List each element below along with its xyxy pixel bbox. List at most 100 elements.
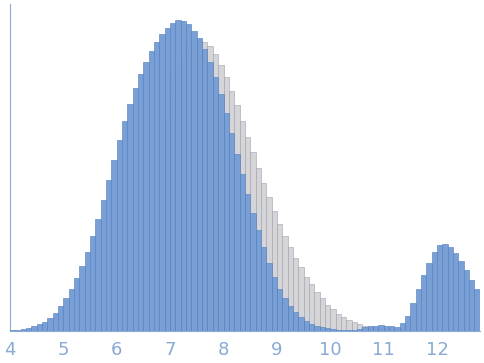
Bar	[234, 105, 240, 331]
Bar	[202, 41, 208, 331]
Bar	[347, 320, 352, 331]
Bar	[240, 174, 245, 331]
Bar	[426, 262, 432, 331]
Bar	[170, 23, 176, 331]
Bar	[192, 43, 197, 331]
Bar	[261, 183, 266, 331]
Bar	[480, 297, 484, 331]
Bar	[373, 328, 378, 331]
Bar	[330, 309, 336, 331]
Bar	[363, 326, 368, 331]
Bar	[389, 326, 394, 331]
Bar	[448, 247, 453, 331]
Bar	[309, 324, 314, 331]
Bar	[336, 330, 341, 331]
Bar	[53, 313, 58, 331]
Bar	[352, 330, 357, 331]
Bar	[341, 317, 347, 331]
Bar	[42, 322, 47, 331]
Bar	[143, 62, 149, 331]
Bar	[272, 211, 277, 331]
Bar	[341, 330, 347, 331]
Bar	[416, 289, 421, 331]
Bar	[176, 73, 181, 331]
Bar	[90, 236, 95, 331]
Bar	[127, 104, 133, 331]
Bar	[138, 74, 143, 331]
Bar	[208, 46, 213, 331]
Bar	[277, 289, 282, 331]
Bar	[165, 28, 170, 331]
Bar	[293, 258, 298, 331]
Bar	[208, 62, 213, 331]
Bar	[282, 236, 287, 331]
Bar	[384, 330, 389, 331]
Bar	[384, 326, 389, 331]
Bar	[256, 168, 261, 331]
Bar	[170, 94, 176, 331]
Bar	[261, 247, 266, 331]
Bar	[117, 140, 122, 331]
Bar	[309, 284, 314, 331]
Bar	[303, 277, 309, 331]
Bar	[357, 329, 363, 331]
Bar	[21, 329, 26, 331]
Bar	[26, 328, 31, 331]
Bar	[314, 292, 319, 331]
Bar	[352, 322, 357, 331]
Bar	[256, 230, 261, 331]
Bar	[165, 119, 170, 331]
Bar	[111, 160, 117, 331]
Bar	[474, 289, 480, 331]
Bar	[31, 326, 37, 331]
Bar	[197, 40, 202, 331]
Bar	[282, 298, 287, 331]
Bar	[213, 77, 218, 331]
Bar	[287, 306, 293, 331]
Bar	[186, 49, 192, 331]
Bar	[122, 121, 127, 331]
Bar	[400, 323, 405, 331]
Bar	[197, 38, 202, 331]
Bar	[245, 194, 250, 331]
Bar	[192, 30, 197, 331]
Bar	[298, 267, 303, 331]
Bar	[63, 298, 69, 331]
Bar	[176, 20, 181, 331]
Bar	[234, 154, 240, 331]
Bar	[437, 245, 442, 331]
Bar	[394, 330, 400, 331]
Bar	[325, 305, 330, 331]
Bar	[368, 326, 373, 331]
Bar	[266, 197, 272, 331]
Bar	[106, 180, 111, 331]
Bar	[277, 224, 282, 331]
Bar	[85, 252, 90, 331]
Bar	[186, 24, 192, 331]
Bar	[229, 91, 234, 331]
Bar	[218, 65, 224, 331]
Bar	[357, 324, 363, 331]
Bar	[266, 262, 272, 331]
Bar	[325, 328, 330, 331]
Bar	[378, 329, 384, 331]
Bar	[245, 136, 250, 331]
Bar	[368, 327, 373, 331]
Bar	[250, 152, 256, 331]
Bar	[229, 133, 234, 331]
Bar	[218, 94, 224, 331]
Bar	[15, 330, 21, 331]
Bar	[303, 321, 309, 331]
Bar	[240, 121, 245, 331]
Bar	[79, 266, 85, 331]
Bar	[213, 54, 218, 331]
Bar	[149, 51, 154, 331]
Bar	[298, 317, 303, 331]
Bar	[410, 303, 416, 331]
Bar	[405, 315, 410, 331]
Bar	[394, 327, 400, 331]
Bar	[336, 314, 341, 331]
Bar	[181, 59, 186, 331]
Bar	[319, 327, 325, 331]
Bar	[250, 213, 256, 331]
